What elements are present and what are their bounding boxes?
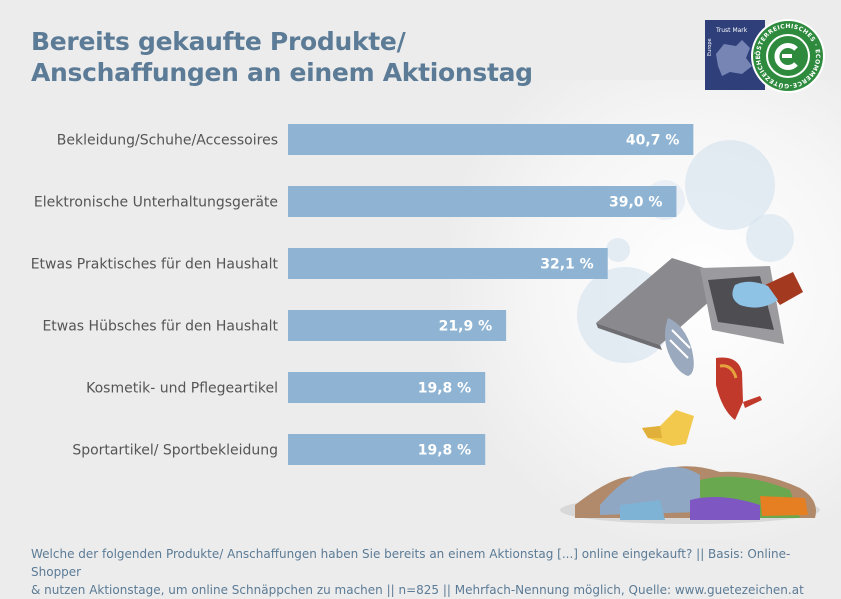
gloved-hand-icon: [732, 272, 803, 308]
clothes-pile-icon: [560, 466, 820, 524]
trust-mark-label: Trust Mark: [715, 27, 748, 34]
value-label-2: 32,1 %: [540, 257, 593, 273]
category-label-3: Etwas Hübsches für den Haushalt: [42, 319, 278, 335]
value-label-5: 19,8 %: [418, 443, 471, 459]
value-label-1: 39,0 %: [609, 195, 662, 211]
bar-5: [288, 434, 486, 465]
value-label-3: 21,9 %: [439, 319, 492, 335]
chart-title-line-2: Anschaffungen an einem Aktionstag: [31, 58, 533, 87]
footnote-line-2: & nutzen Aktionstage, um online Schnäppc…: [31, 583, 804, 597]
high-heel-icon: [716, 357, 762, 420]
sneaker-icon: [665, 318, 694, 376]
europe-map-icon: [716, 40, 752, 76]
bar-0: [288, 124, 694, 155]
value-label-4: 19,8 %: [418, 381, 471, 397]
value-label-0: 40,7 %: [626, 133, 679, 149]
footnote: Welche der folgenden Produkte/ Anschaffu…: [31, 545, 821, 599]
bar-1: [288, 186, 677, 217]
category-label-4: Kosmetik- und Pflegeartikel: [86, 381, 278, 397]
chart-title: Bereits gekaufte Produkte/ Anschaffungen…: [31, 26, 533, 88]
category-label-5: Sportartikel/ Sportbekleidung: [72, 443, 278, 459]
chart-title-line-1: Bereits gekaufte Produkte/: [31, 27, 406, 56]
category-label-1: Elektronische Unterhaltungsgeräte: [34, 195, 278, 211]
logo-badge: Trust Mark Europe ÖSTERREICHISCHES · ECO…: [702, 14, 825, 93]
seal-e-icon: [774, 43, 798, 70]
bar-2: [288, 248, 608, 279]
category-label-0: Bekleidung/Schuhe/Accessoires: [57, 133, 278, 149]
bar-4: [288, 372, 486, 403]
category-label-2: Etwas Praktisches für den Haushalt: [31, 257, 279, 273]
footnote-line-1: Welche der folgenden Produkte/ Anschaffu…: [31, 547, 791, 579]
sock-icon: [642, 410, 694, 446]
bar-3: [288, 310, 507, 341]
trust-mark-sublabel: Europe: [707, 38, 713, 56]
